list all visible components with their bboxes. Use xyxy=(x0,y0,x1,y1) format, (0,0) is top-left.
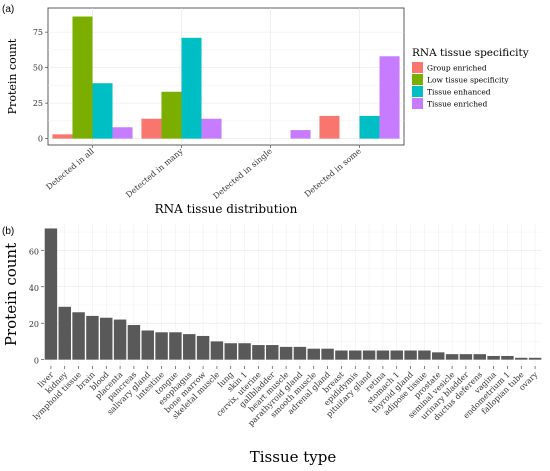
bar-thyroid-gland xyxy=(404,351,416,360)
bar-detected-in-all-group-enriched xyxy=(52,134,72,138)
legend-swatch-low-tissue-specificity xyxy=(412,74,423,85)
panel-a-label: (a) xyxy=(2,4,14,15)
bar-heart-muscle xyxy=(280,347,292,360)
legend-swatch-tissue-enhanced xyxy=(412,86,423,97)
bar-seminal-vesicle xyxy=(446,354,458,359)
bar-esophagus xyxy=(183,334,195,360)
x-tick-label: Detected in some xyxy=(303,146,363,199)
legend-label-tissue-enhanced: Tissue enhanced xyxy=(427,88,491,97)
bar-adrenal-gland xyxy=(321,349,333,360)
panel-a-x-axis-title: RNA tissue distribution xyxy=(155,202,298,216)
bar-pituitary-gland xyxy=(363,351,375,360)
bar-ductus-deferens xyxy=(474,354,486,359)
bar-epididymis xyxy=(349,351,361,360)
y-tick-label: 50 xyxy=(33,64,43,73)
bar-lung xyxy=(225,343,237,359)
bar-ovary xyxy=(529,358,541,360)
y-tick-label: 60 xyxy=(29,247,39,256)
x-tick-label: Detected in all xyxy=(45,146,97,191)
bar-detected-in-many-low-tissue-specificity xyxy=(161,92,181,139)
x-tick-label: Detected in many xyxy=(124,146,185,199)
bar-cervix-uterine xyxy=(252,345,264,360)
panel-b-label: (b) xyxy=(2,226,14,237)
y-tick-label: 20 xyxy=(29,320,39,329)
x-tick-label: Detected in single xyxy=(212,146,274,200)
panel-a: (a) 0 25 50 75 Detected in all Detected in m… xyxy=(2,4,529,216)
panel-a-y-axis-title: Protein count xyxy=(6,38,19,114)
legend-swatch-group-enriched xyxy=(412,62,423,73)
bar-detected-in-all-low-tissue-specificity xyxy=(72,17,92,139)
y-tick-label: 0 xyxy=(34,357,39,366)
y-tick-label: 25 xyxy=(33,99,43,108)
bar-tongue xyxy=(169,332,181,359)
panel-b-y-axis-title: Protein count xyxy=(2,243,20,346)
bar-blood xyxy=(100,318,112,360)
legend-label-tissue-enriched: Tissue enriched xyxy=(427,100,487,109)
y-tick-label: 0 xyxy=(38,135,43,144)
panel-a-x-ticks: Detected in all Detected in many Detected … xyxy=(45,145,363,201)
bar-stomach-1 xyxy=(391,351,403,360)
bar-smooth-muscle xyxy=(308,349,320,360)
bar-parathyroid-gland xyxy=(294,347,306,360)
bar-detected-in-some-tissue-enriched xyxy=(380,56,400,138)
bar-endometrium-1 xyxy=(501,356,513,360)
bar-intestine xyxy=(155,332,167,359)
bar-skeletal-muscle xyxy=(211,341,223,359)
legend-label-group-enriched: Group enriched xyxy=(427,64,487,73)
bar-detected-in-some-group-enriched xyxy=(319,116,339,139)
panel-b-x-ticks: liverkidneylymphoid tissuebrainbloodplac… xyxy=(31,366,539,428)
bar-detected-in-all-tissue-enriched xyxy=(113,127,133,138)
legend-title: RNA tissue specificity xyxy=(412,47,529,59)
y-tick-label: 75 xyxy=(33,28,43,37)
bar-detected-in-some-tissue-enhanced xyxy=(360,116,380,139)
panel-a-legend: RNA tissue specificity Group enriched Low… xyxy=(412,47,529,109)
bar-detected-in-single-tissue-enriched xyxy=(291,130,311,139)
panel-b: (b) 0 20 40 60 liverkidneylymphoid tissuebr… xyxy=(2,223,542,466)
bar-bone-marrow xyxy=(197,336,209,360)
bar-vagina xyxy=(487,356,499,360)
bar-lymphoid-tissue xyxy=(72,312,84,359)
bar-brain xyxy=(86,316,98,360)
bar-retina xyxy=(377,351,389,360)
bar-skin-1 xyxy=(238,343,250,359)
bar-prostate xyxy=(432,352,444,359)
bar-gallbladder xyxy=(266,345,278,360)
bar-detected-in-many-tissue-enhanced xyxy=(182,38,202,139)
panel-a-y-ticks: 0 25 50 75 xyxy=(33,28,48,143)
y-tick-label: 40 xyxy=(29,284,39,293)
panel-b-x-axis-title: Tissue type xyxy=(250,448,337,466)
bar-adipose-tissue xyxy=(418,351,430,360)
bar-breast xyxy=(335,351,347,360)
bar-pancreas xyxy=(128,325,140,360)
bar-detected-in-all-tissue-enhanced xyxy=(93,83,113,138)
bar-urinary-bladder xyxy=(460,354,472,359)
bar-detected-in-many-tissue-enriched xyxy=(202,119,222,139)
bar-detected-in-many-group-enriched xyxy=(141,119,161,139)
legend-swatch-tissue-enriched xyxy=(412,98,423,109)
bar-liver xyxy=(45,228,57,359)
panel-b-y-ticks: 0 20 40 60 xyxy=(29,247,44,365)
bar-kidney xyxy=(59,307,71,360)
legend-label-low-tissue-specificity: Low tissue specificity xyxy=(427,76,509,85)
bar-placenta xyxy=(114,320,126,360)
bar-salivary-gland xyxy=(142,330,154,359)
bar-fallopian-tube xyxy=(515,358,527,360)
